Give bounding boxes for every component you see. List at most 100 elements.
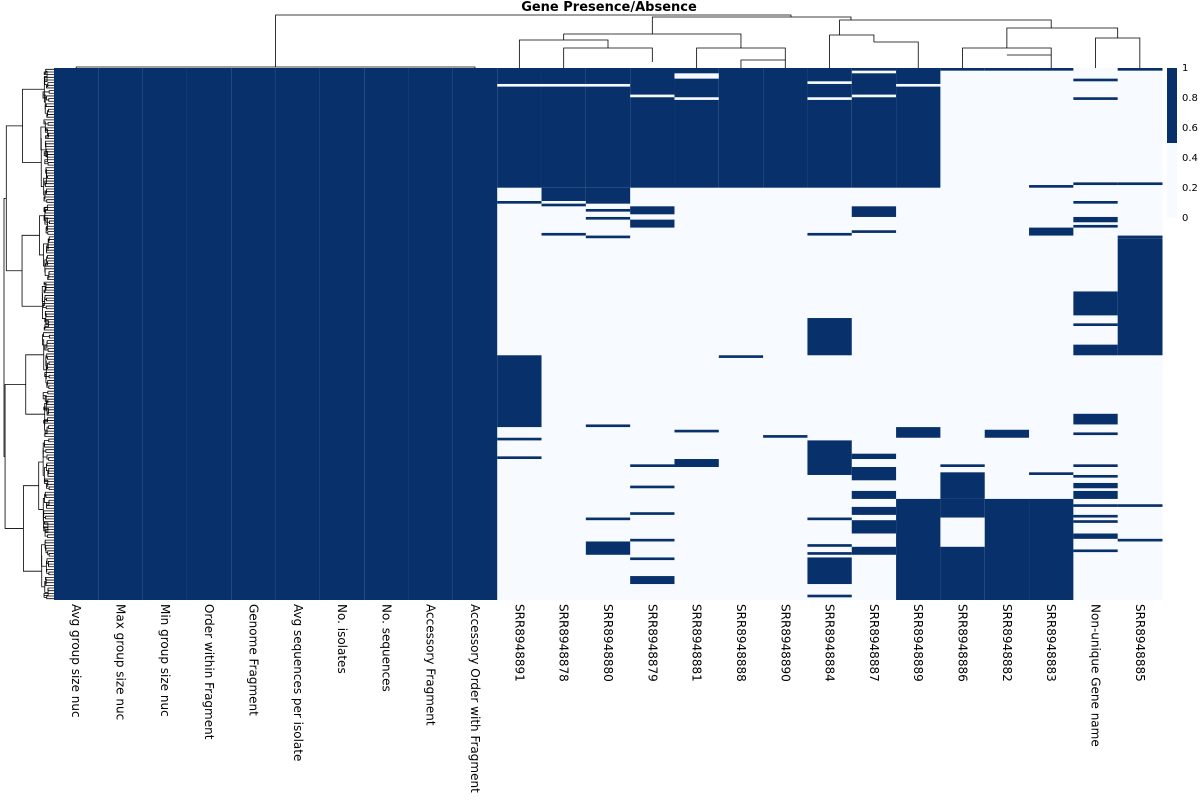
row-dendrogram-link <box>44 173 47 184</box>
column-label: SRR8948887 <box>867 604 881 682</box>
dendrogram-link <box>563 33 742 48</box>
row-dendrogram-link <box>44 68 54 74</box>
heatmap-cell-present <box>541 232 587 236</box>
row-dendrogram-link <box>45 135 54 139</box>
colorbar-tick-label: 0 <box>1182 213 1188 224</box>
column-label: Genome Fragment <box>246 604 260 716</box>
heatmap-cell-present <box>807 517 853 521</box>
colorbar-tick-label: 0.8 <box>1182 93 1198 104</box>
column-label: SRR8948888 <box>734 604 748 682</box>
heatmap-cell-present <box>408 68 454 600</box>
heatmap-cell-present <box>807 594 853 598</box>
heatmap-cell-present <box>98 68 144 600</box>
column-label: SRR8948890 <box>778 604 792 682</box>
row-dendrogram-link <box>44 430 54 436</box>
heatmap-cell-present <box>851 490 897 499</box>
row-dendrogram-link <box>46 569 54 574</box>
column-label: Avg group size nuc <box>69 604 83 718</box>
row-dendrogram-link <box>46 297 54 302</box>
row-dendrogram-link <box>44 183 54 187</box>
heatmap-cell-present <box>718 68 764 188</box>
dendrogram-link <box>962 47 1052 68</box>
heatmap-cell-present <box>630 206 675 215</box>
heatmap-cell-present <box>585 235 631 239</box>
heatmap-cell-present <box>1029 472 1074 475</box>
row-dendrogram-link <box>5 125 23 272</box>
row-dendrogram-link <box>4 384 26 529</box>
heatmap-cell-present <box>1117 235 1163 239</box>
heatmap-cell-present <box>1029 498 1074 600</box>
column-labels: Avg group size nuc Max group size nuc Min … <box>69 604 1147 793</box>
row-dendrogram-link <box>46 244 54 248</box>
heatmap-cell-present <box>1073 323 1119 327</box>
row-dendrogram-link <box>47 272 50 279</box>
row-dendrogram-link <box>45 128 49 136</box>
row-dendrogram-link <box>45 143 54 147</box>
dendrogram-link <box>275 14 792 67</box>
row-dendrogram-link <box>46 380 54 386</box>
row-dendrogram-link <box>47 255 54 259</box>
heatmap-cell-present <box>541 68 587 84</box>
heatmap-cell-present <box>54 68 99 600</box>
heatmap-cell-present <box>585 517 631 521</box>
heatmap-cell-present <box>851 230 897 233</box>
heatmap-cell-present <box>763 435 808 438</box>
heatmap-cell-present <box>674 99 720 188</box>
row-dendrogram-link <box>43 119 54 125</box>
column-label: SRR8948881 <box>690 604 704 682</box>
column-label: Accessory Order with Fragment <box>468 604 482 793</box>
heatmap-cell-present <box>984 68 1030 71</box>
row-dendrogram-link <box>45 209 54 214</box>
row-dendrogram-link <box>48 486 54 491</box>
heatmap-cell-present <box>1117 68 1163 71</box>
row-dendrogram-link <box>48 236 54 242</box>
heatmap-cell-present <box>585 86 631 188</box>
column-label: SRR8948891 <box>512 604 526 682</box>
heatmap-cell-present <box>851 68 897 71</box>
row-dendrogram-link <box>48 271 54 275</box>
row-dendrogram-link <box>43 196 54 202</box>
column-label: Avg sequences per isolate <box>291 604 305 761</box>
heatmap-cell-present <box>940 472 986 499</box>
heatmap-cell-present <box>674 459 720 467</box>
heatmap-cell-present <box>497 355 543 428</box>
heatmap-cell-present <box>452 68 498 600</box>
colorbar-tick-label: 0.2 <box>1182 183 1198 194</box>
row-dendrogram-link <box>48 90 54 94</box>
row-dendrogram-link <box>44 287 54 292</box>
heatmap-cell-present <box>630 68 675 95</box>
column-label: SRR8948885 <box>1133 604 1147 682</box>
heatmap-cell-present <box>541 187 587 201</box>
heatmap-cell-present <box>1073 514 1119 518</box>
row-dendrogram-link <box>48 108 54 113</box>
row-dendrogram-link <box>47 561 54 566</box>
heatmap-cell-present <box>807 557 853 585</box>
heatmap-column-bg <box>1073 68 1119 600</box>
heatmap-cell-present <box>630 464 675 467</box>
row-dendrogram-link <box>48 563 54 568</box>
heatmap-cell-present <box>896 68 941 84</box>
row-dendrogram-link <box>41 544 47 567</box>
heatmap-cell-present <box>497 68 543 84</box>
dendrogram-link <box>839 19 1052 35</box>
row-dendrogram-link <box>47 348 54 352</box>
heatmap-cell-present <box>1073 224 1119 228</box>
heatmap-cell-present <box>630 485 675 489</box>
heatmap-cell-present <box>1073 533 1119 539</box>
heatmap-cell-present <box>1073 78 1119 82</box>
heatmap-cell-present <box>1073 413 1119 425</box>
heatmap-cell-present <box>630 97 675 188</box>
row-dendrogram-link <box>45 188 54 194</box>
row-dendrogram-link <box>44 345 54 351</box>
column-label: Max group size nuc <box>113 604 127 720</box>
heatmap-column-bg <box>940 68 986 600</box>
heatmap-cell-present <box>497 456 543 460</box>
heatmap-cell-present <box>940 464 986 467</box>
heatmap-cell-present <box>364 68 410 600</box>
column-label: Min group size nuc <box>158 604 172 717</box>
heatmap-cell-present <box>807 544 853 547</box>
heatmap-cell-present <box>1073 549 1119 553</box>
dendrogram-link <box>873 41 919 68</box>
row-dendrogram-link <box>45 426 49 434</box>
dendrogram-link <box>563 47 653 68</box>
